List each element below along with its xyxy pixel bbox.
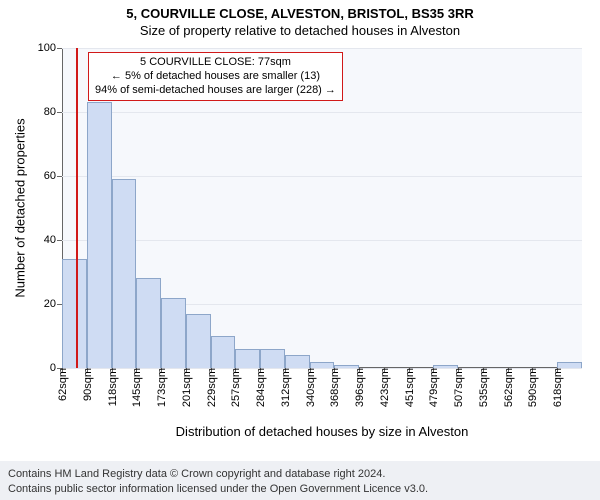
bar <box>136 278 161 368</box>
x-tick-label: 90sqm <box>80 368 94 401</box>
x-tick-label: 535sqm <box>476 368 490 407</box>
x-tick-label: 507sqm <box>451 368 465 407</box>
x-tick-label: 562sqm <box>501 368 515 407</box>
x-tick-label: 173sqm <box>154 368 168 407</box>
page-subtitle: Size of property relative to detached ho… <box>0 23 600 40</box>
bar <box>260 349 285 368</box>
property-marker-line <box>76 48 78 368</box>
footer-line-2: Contains public sector information licen… <box>8 482 592 496</box>
x-tick-label: 618sqm <box>550 368 564 407</box>
footer-line-1: Contains HM Land Registry data © Crown c… <box>8 467 592 481</box>
bar <box>186 314 211 368</box>
x-tick-label: 118sqm <box>105 368 119 406</box>
y-axis-title: Number of detached properties <box>13 118 28 297</box>
x-tick-label: 423sqm <box>377 368 391 407</box>
y-tick-label: 60 <box>44 170 62 182</box>
x-tick-label: 368sqm <box>327 368 341 407</box>
bar <box>235 349 260 368</box>
annotation-box: 5 COURVILLE CLOSE: 77sqm← 5% of detached… <box>88 52 343 101</box>
x-tick-label: 257sqm <box>228 368 242 407</box>
x-tick-label: 479sqm <box>426 368 440 407</box>
x-tick-label: 229sqm <box>204 368 218 407</box>
bar <box>161 298 186 368</box>
annotation-line: 5 COURVILLE CLOSE: 77sqm <box>95 56 336 70</box>
y-tick-label: 40 <box>44 234 62 246</box>
x-tick-label: 396sqm <box>352 368 366 407</box>
bar <box>211 336 236 368</box>
y-tick-label: 80 <box>44 106 62 118</box>
x-tick-label: 284sqm <box>253 368 267 407</box>
gridline <box>62 112 582 113</box>
bar <box>62 259 87 368</box>
x-axis-title: Distribution of detached houses by size … <box>176 424 469 439</box>
chart-container: 5, COURVILLE CLOSE, ALVESTON, BRISTOL, B… <box>0 0 600 500</box>
page-title: 5, COURVILLE CLOSE, ALVESTON, BRISTOL, B… <box>0 0 600 23</box>
x-tick-label: 201sqm <box>179 368 193 407</box>
bar <box>112 179 137 368</box>
x-tick-label: 340sqm <box>303 368 317 407</box>
gridline <box>62 176 582 177</box>
x-tick-label: 145sqm <box>129 368 143 407</box>
x-tick-label: 312sqm <box>278 368 292 407</box>
y-tick-label: 20 <box>44 298 62 310</box>
y-tick-label: 100 <box>38 42 62 54</box>
annotation-line: 94% of semi-detached houses are larger (… <box>95 84 336 98</box>
footer: Contains HM Land Registry data © Crown c… <box>0 461 600 500</box>
x-tick-label: 62sqm <box>55 368 69 401</box>
x-tick-label: 590sqm <box>525 368 539 407</box>
plot-area: 02040608010062sqm90sqm118sqm145sqm173sqm… <box>62 48 582 368</box>
bar <box>285 355 310 368</box>
x-tick-label: 451sqm <box>402 368 416 407</box>
gridline <box>62 48 582 49</box>
bar <box>87 102 112 368</box>
gridline <box>62 240 582 241</box>
annotation-line: ← 5% of detached houses are smaller (13) <box>95 70 336 84</box>
